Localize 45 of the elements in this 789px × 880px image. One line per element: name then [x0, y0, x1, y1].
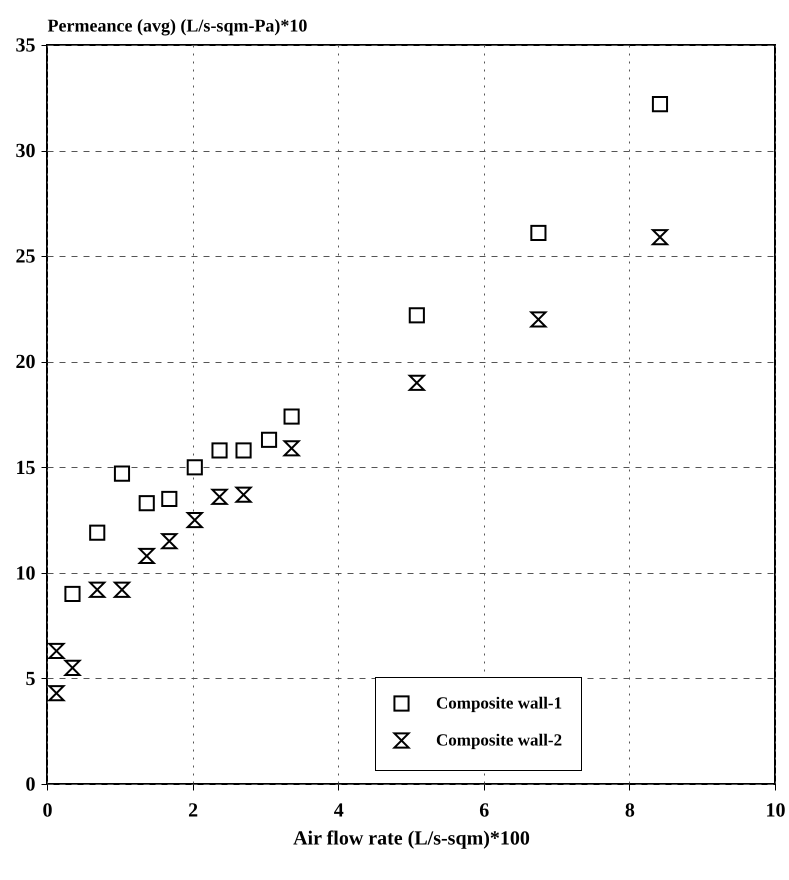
point — [284, 440, 300, 456]
y-axis-title: Permeance (avg) (L/s-sqm-Pa)*10 — [48, 16, 308, 36]
point — [186, 512, 203, 528]
point — [48, 642, 65, 660]
point — [48, 685, 65, 702]
x-tick-label: 10 — [766, 800, 786, 822]
point — [89, 582, 106, 598]
point — [64, 586, 81, 602]
point — [114, 582, 130, 598]
x-axis-title: Air flow rate (L/s-sqm)*100 — [293, 828, 530, 850]
x-tick-label: 0 — [42, 800, 52, 822]
x-tick-label: 6 — [479, 800, 490, 822]
point — [138, 548, 155, 564]
y-tick-label: 25 — [16, 246, 36, 268]
point — [530, 224, 546, 241]
point — [530, 311, 546, 328]
point — [138, 495, 155, 512]
point — [408, 307, 425, 324]
point — [408, 374, 425, 391]
point — [652, 96, 668, 112]
point — [186, 459, 203, 476]
point — [284, 408, 300, 425]
point — [260, 432, 278, 448]
legend-label: Composite wall-2 — [436, 730, 562, 750]
x-tick-label: 4 — [334, 800, 344, 822]
y-tick-label: 10 — [16, 562, 36, 584]
point — [64, 660, 81, 676]
y-tick-label: 5 — [26, 668, 36, 690]
point — [114, 466, 130, 482]
point — [211, 488, 228, 505]
legend-label: Composite wall-1 — [436, 694, 562, 712]
point — [652, 229, 668, 246]
y-tick-label: 35 — [16, 34, 36, 56]
point — [235, 442, 252, 458]
x-tick-label: 2 — [188, 800, 198, 822]
point — [211, 442, 228, 458]
y-tick-label: 20 — [16, 351, 36, 374]
point — [89, 524, 106, 541]
y-tick-label: 15 — [16, 456, 36, 479]
point — [161, 490, 178, 508]
x-tick-label: 8 — [624, 800, 635, 822]
y-tick-label: 0 — [26, 774, 36, 796]
point — [235, 486, 252, 503]
y-tick-label: 30 — [16, 140, 36, 162]
point — [161, 533, 178, 550]
